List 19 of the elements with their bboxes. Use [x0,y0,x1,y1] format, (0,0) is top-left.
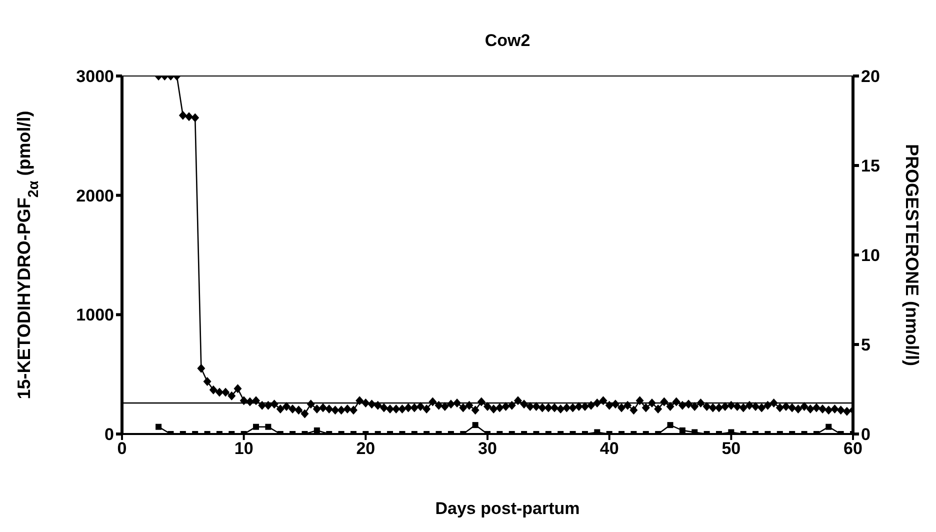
x-tick-label: 40 [600,439,619,458]
x-tick-label: 50 [722,439,741,458]
chart-title: Cow2 [484,31,530,50]
x-tick-label: 60 [844,439,862,458]
y-tick-label: 3000 [76,67,114,86]
y2-tick-label: 15 [861,156,880,176]
x-tick-label: 10 [234,439,254,458]
y-tick-label: 1000 [76,306,114,325]
y-tick-label: 0 [104,425,114,444]
x-axis-title: Days post-partum [435,499,580,518]
x-tick-label: 30 [478,439,497,458]
y2-axis-title: PROGESTERONE (nmol/l) [902,144,922,366]
x-tick-label: 0 [117,439,127,458]
y2-tick-label: 5 [861,336,870,355]
x-tick-label: 20 [356,439,376,458]
y2-tick-label: 10 [861,246,880,266]
y2-tick-label: 20 [861,67,880,86]
y2-tick-label: 0 [861,425,870,444]
y-tick-label: 2000 [76,186,114,206]
